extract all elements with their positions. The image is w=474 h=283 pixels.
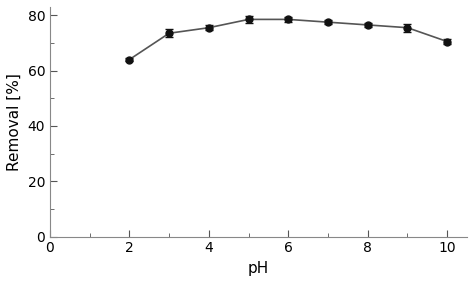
Y-axis label: Removal [%]: Removal [%] [7, 73, 22, 171]
X-axis label: pH: pH [248, 261, 269, 276]
